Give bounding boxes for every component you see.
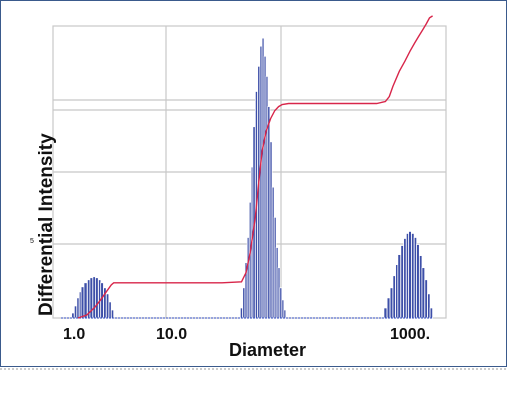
cumulative-line [77, 15, 433, 319]
y-axis-label: Differential Intensity [36, 133, 57, 316]
histogram-bar [389, 287, 394, 319]
histogram-bar [403, 238, 407, 319]
histogram-bar [400, 245, 404, 319]
histogram-bar [76, 297, 80, 319]
x-axis-label: Diameter [229, 340, 307, 360]
histogram-bar [408, 231, 412, 319]
histogram-bar [83, 282, 88, 319]
histogram-bar [110, 309, 115, 319]
x-tick-label: 1.0 [63, 326, 86, 343]
histogram-bar [411, 233, 415, 319]
histogram-bar [397, 254, 402, 319]
x-tick-label: 1000. [390, 326, 431, 343]
histogram-bar [95, 277, 99, 319]
histogram-bar [73, 305, 78, 319]
histogram-bar [283, 309, 287, 319]
lines [61, 15, 433, 319]
bars [71, 37, 434, 319]
histogram-bar [71, 312, 75, 319]
histogram-bar [392, 275, 396, 319]
x-tick-label: 10.0 [156, 326, 188, 343]
histogram-bar [424, 279, 428, 319]
histogram-bar [429, 307, 434, 319]
histogram-bar [421, 267, 426, 319]
histogram-bar [386, 297, 391, 319]
histogram-bar [105, 293, 110, 319]
histogram-bar [281, 299, 285, 319]
y-tick-label: 5 [30, 238, 34, 245]
histogram-bar [383, 307, 388, 319]
histogram-bar [416, 244, 420, 319]
histogram-bar [239, 307, 244, 319]
